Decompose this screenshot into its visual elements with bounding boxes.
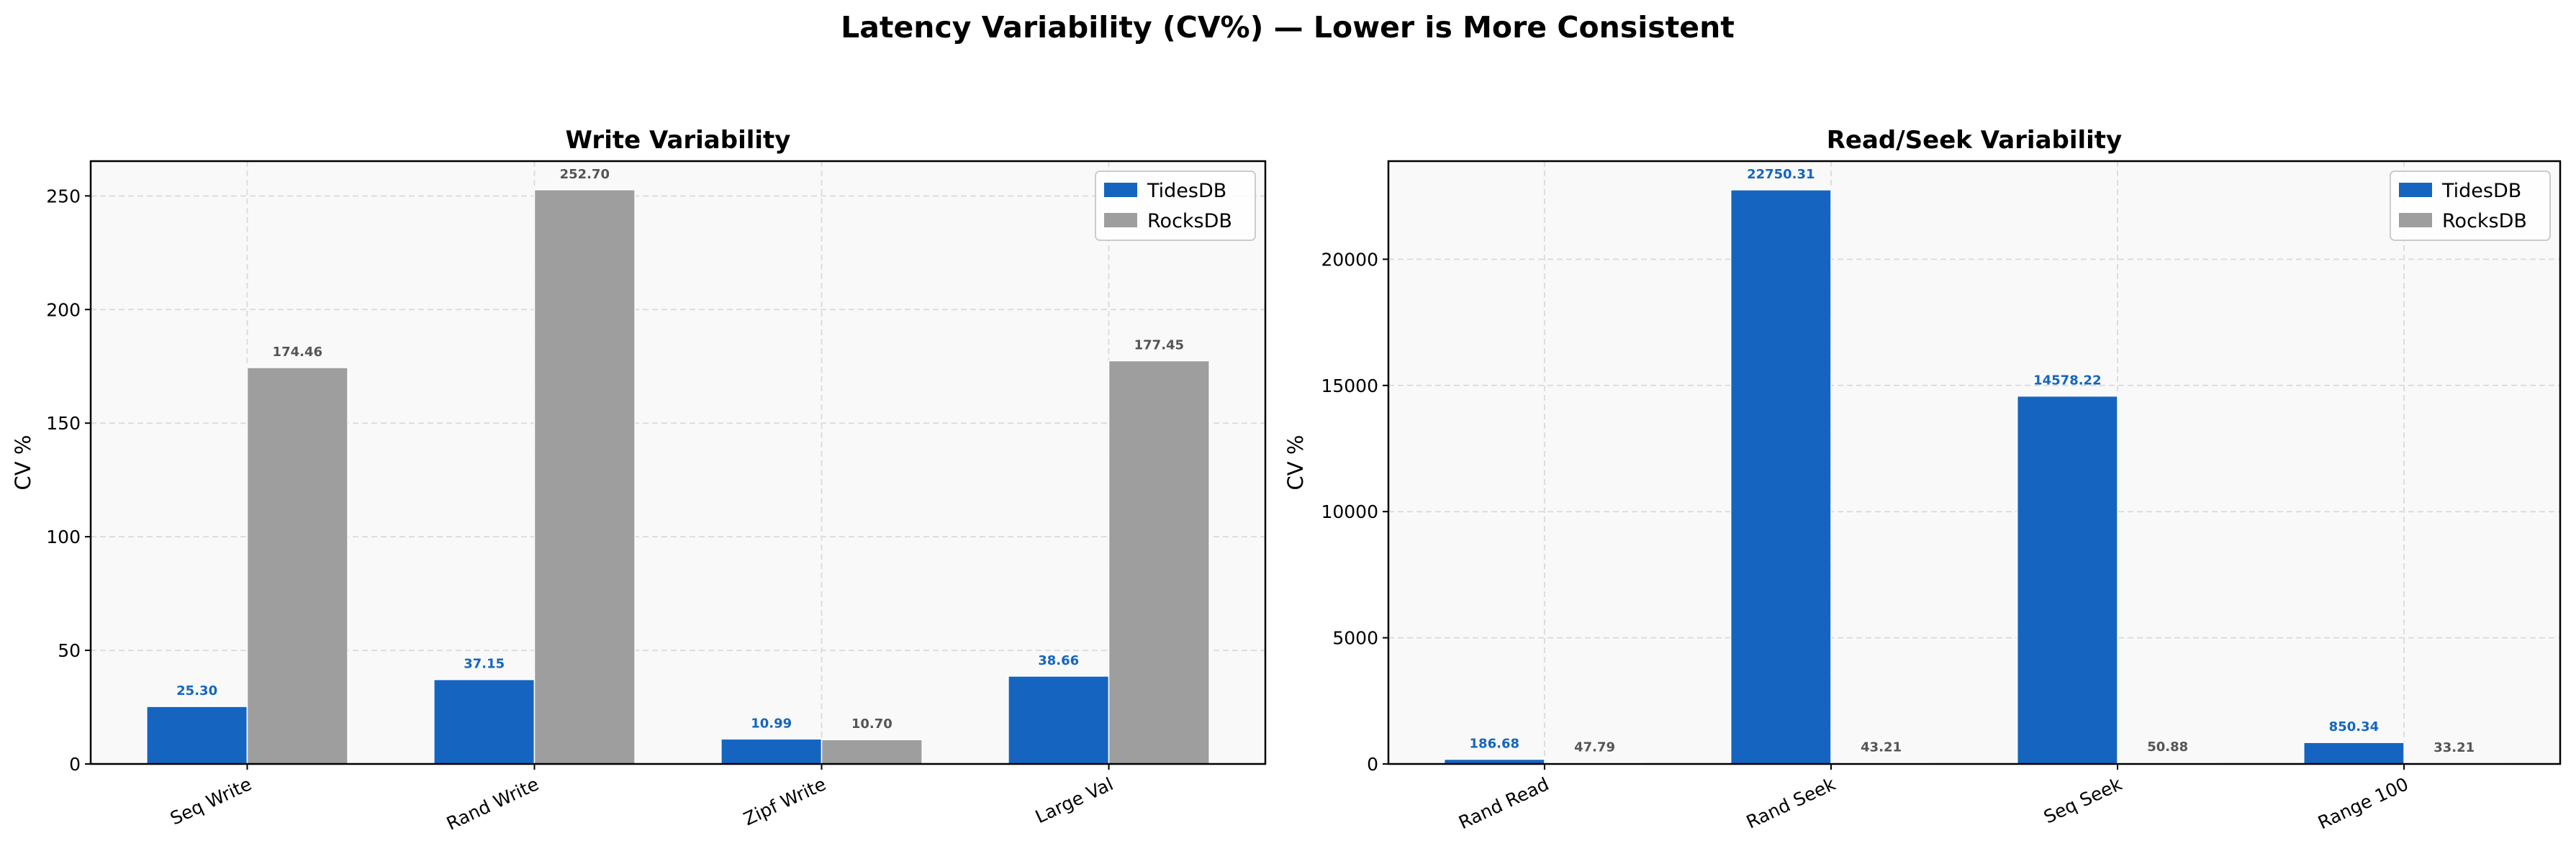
x-tick-label: Large Val [1032, 773, 1116, 827]
data-label: 37.15 [464, 657, 505, 672]
figure-title: Latency Variability (CV%) — Lower is Mor… [841, 10, 1735, 45]
x-tick-label: Zipf Write [741, 773, 829, 829]
y-tick-label: 150 [46, 413, 81, 434]
x-tick-label: Seq Write [167, 773, 255, 829]
subplot-1: 25.30 37.15 10.99 38.66 174.46 252.70 10.70 177… [11, 126, 1267, 834]
bar-tidesdb [2303, 742, 2405, 765]
data-label: 10.99 [751, 716, 792, 731]
subplot-title: Read/Seek Variability [1827, 126, 2122, 155]
data-label: 14578.22 [2033, 373, 2102, 388]
legend-label: TidesDB [1147, 180, 1226, 202]
y-axis-label: CV % [1283, 435, 1308, 491]
y-tick-label: 5000 [1332, 628, 1378, 649]
data-label: 38.66 [1038, 653, 1079, 668]
data-label: 22750.31 [1747, 167, 1815, 182]
bar-tidesdb [720, 738, 823, 765]
data-label: 33.21 [2433, 740, 2475, 755]
bar-tidesdb [1730, 189, 1832, 765]
legend-label: RocksDB [1147, 210, 1232, 232]
x-tick-label: Rand Read [1455, 773, 1552, 833]
axes-frame [89, 160, 1267, 765]
data-label: 50.88 [2147, 739, 2188, 755]
x-tick-label: Range 100 [2315, 773, 2412, 833]
data-label: 47.79 [1574, 739, 1615, 755]
bar-tidesdb [2016, 395, 2118, 765]
y-tick-label: 200 [46, 299, 81, 320]
data-label: 850.34 [2329, 719, 2379, 734]
bar-tidesdb [1008, 675, 1110, 765]
y-tick-label: 0 [1367, 754, 1378, 775]
y-axis-label: CV % [11, 435, 35, 491]
axes-frame [1387, 160, 2562, 765]
x-tick-label: Rand Write [443, 773, 542, 834]
x-tick-label: Seq Seek [2041, 773, 2125, 828]
data-label: 25.30 [176, 683, 217, 698]
bar-rocksdb [246, 367, 348, 765]
legend-label: RocksDB [2442, 210, 2527, 232]
data-label: 252.70 [560, 167, 610, 182]
x-tick-label: Rand Seek [1743, 773, 1839, 833]
bar-rocksdb [533, 189, 636, 765]
legend-swatch-tidesdb [2399, 183, 2432, 197]
bar-tidesdb [146, 706, 248, 765]
legend-swatch-tidesdb [1104, 183, 1137, 197]
y-tick-label: 20000 [1321, 249, 1378, 270]
y-tick-label: 0 [69, 754, 81, 775]
legend: TidesDB RocksDB [1095, 170, 1256, 241]
data-label: 177.45 [1134, 337, 1184, 352]
data-label: 186.68 [1470, 736, 1519, 751]
bar-tidesdb [433, 678, 535, 765]
legend-swatch-rocksdb [2399, 213, 2432, 227]
data-label: 174.46 [273, 345, 322, 360]
y-tick-label: 100 [46, 527, 81, 547]
legend-swatch-rocksdb [1104, 213, 1137, 227]
subplot-2: 186.68 22750.31 14578.22 850.34 47.79 43.21 50… [1283, 126, 2562, 833]
data-label: 43.21 [1861, 739, 1902, 755]
data-label: 10.70 [851, 716, 892, 732]
y-tick-label: 15000 [1321, 376, 1378, 396]
plot-area [1388, 161, 2560, 764]
y-tick-label: 50 [58, 640, 81, 661]
bar-rocksdb [821, 739, 923, 765]
bar-rocksdb [1108, 360, 1210, 765]
legend: TidesDB RocksDB [2390, 170, 2551, 241]
subplot-title: Write Variability [566, 126, 791, 155]
legend-label: TidesDB [2441, 180, 2521, 202]
y-tick-label: 250 [46, 186, 81, 206]
y-tick-label: 10000 [1321, 501, 1378, 522]
